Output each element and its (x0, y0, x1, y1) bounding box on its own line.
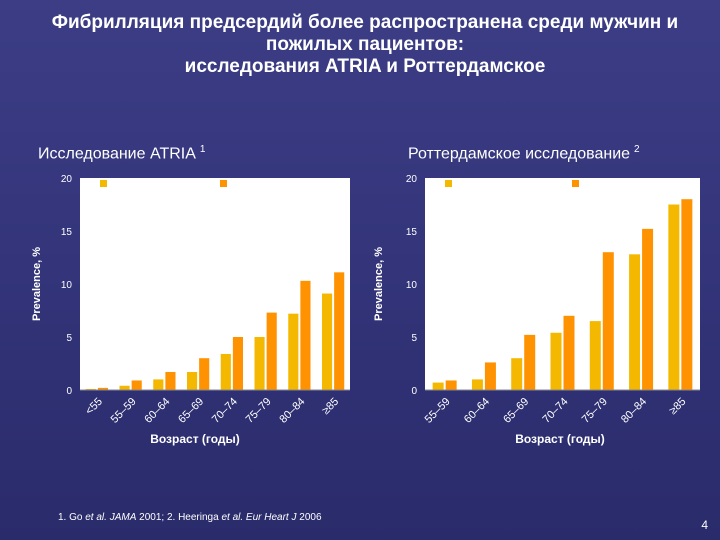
atria-women-bar (119, 385, 130, 390)
footnote-ref2-suffix: 2006 (296, 512, 322, 523)
atria-chart-title-ref: 1 (199, 144, 206, 155)
rotterdam-men-bar (563, 315, 575, 390)
rotterdam-plot-area (425, 178, 700, 390)
atria-legend-label-women: Женщины (n=7,795) (110, 179, 203, 190)
atria-men-bar (300, 280, 311, 390)
atria-men-bar (199, 358, 210, 390)
slide-title: Фибрилляция предсердий более распростран… (20, 12, 710, 78)
atria-y-tick-label: 15 (61, 227, 73, 238)
rotterdam-women-bar (511, 358, 523, 390)
rotterdam-women-bar (629, 254, 641, 390)
rotterdam-y-tick-label: 20 (406, 174, 418, 185)
rotterdam-x-axis-label: Возраст (годы) (515, 432, 605, 446)
rotterdam-women-bar (668, 204, 680, 390)
atria-y-axis-label: Prevalence, % (31, 247, 43, 321)
atria-chart-title: Исследование ATRIA 1 (38, 144, 205, 163)
footnote-ref1-suffix: 2001; 2. Heeringa (136, 512, 222, 523)
atria-y-tick-label: 10 (61, 280, 73, 291)
title-line-2: пожилых пациентов: (265, 34, 465, 55)
rotterdam-chart-title-ref: 2 (634, 144, 640, 155)
rotterdam-chart-title-text: Роттердамское исследование (408, 145, 631, 163)
atria-women-bar (288, 313, 299, 390)
atria-legend-swatch-men (220, 180, 227, 187)
rotterdam-men-bar (484, 362, 496, 390)
rotterdam-chart-title: Роттердамское исследование 2 (408, 144, 640, 163)
rotterdam-legend-swatch-men (572, 180, 579, 187)
rotterdam-men-bar (524, 334, 536, 390)
atria-x-tick-label: 55–59 (109, 396, 139, 426)
atria-men-bar (266, 312, 277, 390)
atria-men-bar (97, 387, 108, 390)
footnote: 1. Go et al. JAMA 2001; 2. Heeringa et a… (58, 512, 322, 523)
atria-y-tick-label: 20 (61, 174, 73, 185)
rotterdam-legend-swatch-women (445, 180, 452, 187)
rotterdam-y-axis-label: Prevalence, % (373, 247, 385, 321)
atria-legend-swatch-women (100, 180, 107, 187)
title-line-3: исследования ATRIA и Роттердамское (184, 56, 546, 77)
rotterdam-x-tick-label: 80–84 (619, 396, 649, 426)
rotterdam-y-tick-label: 15 (406, 227, 418, 238)
atria-women-bar (153, 379, 164, 390)
atria-women-bar (187, 371, 198, 390)
rotterdam-legend-label-men: Мужчины (n=2,590) (582, 179, 672, 190)
rotterdam-x-tick-label: 70–74 (541, 396, 571, 426)
rotterdam-x-tick-label: 75–79 (580, 396, 610, 426)
rotterdam-x-tick-label: 55–59 (423, 396, 453, 426)
rotterdam-women-bar (550, 332, 562, 390)
rotterdam-legend-label-women: Женщины (n=4,053) (455, 179, 548, 190)
atria-x-tick-label: 80–84 (277, 396, 307, 426)
rotterdam-y-tick-label: 5 (411, 333, 417, 344)
atria-legend-label-men: Мужчины (n=10,179) (230, 179, 325, 190)
rotterdam-women-bar (589, 321, 601, 390)
atria-women-bar (220, 353, 231, 390)
atria-x-tick-label: 60–64 (142, 396, 172, 426)
footnote-ref1-journal: JAMA (106, 512, 137, 523)
atria-x-tick-label: 75–79 (244, 396, 274, 426)
atria-y-tick-label: 0 (66, 386, 72, 397)
rotterdam-men-bar (445, 380, 457, 390)
rotterdam-women-bar (432, 382, 444, 390)
atria-men-bar (165, 371, 176, 390)
atria-y-tick-label: 5 (66, 333, 72, 344)
rotterdam-men-bar (642, 228, 654, 390)
atria-x-tick-label: 65–69 (176, 396, 206, 426)
footnote-ref2-etal: et al. (221, 512, 244, 523)
rotterdam-men-bar (602, 252, 614, 390)
page-number: 4 (701, 518, 708, 532)
atria-men-bar (334, 272, 345, 390)
title-line-1: Фибрилляция предсердий более распростран… (51, 12, 679, 33)
rotterdam-x-tick-label: 65–69 (501, 396, 531, 426)
atria-x-tick-label: ≥85 (320, 396, 341, 417)
rotterdam-y-tick-label: 10 (406, 280, 418, 291)
footnote-ref1-etal: et al. (85, 512, 107, 523)
rotterdam-y-tick-label: 0 (411, 386, 417, 397)
atria-x-tick-label: 70–74 (210, 396, 240, 426)
rotterdam-x-tick-label: 60–64 (462, 396, 492, 426)
atria-women-bar (254, 337, 265, 390)
rotterdam-x-tick-label: ≥85 (667, 396, 688, 417)
atria-women-bar (85, 388, 96, 390)
atria-chart-title-text: Исследование ATRIA (38, 145, 196, 163)
rotterdam-men-bar (681, 199, 693, 390)
atria-men-bar (131, 380, 142, 390)
footnote-ref2-journal: Eur Heart J (243, 512, 297, 523)
footnote-ref1-prefix: 1. Go (58, 512, 86, 523)
rotterdam-women-bar (471, 379, 483, 390)
rotterdam-chart: 0 5 10 15 20 Prevalence, % 55–59 60–64 65–69 70–7… (373, 174, 700, 446)
atria-men-bar (232, 337, 243, 390)
atria-women-bar (322, 293, 333, 390)
atria-x-axis-label: Возраст (годы) (150, 432, 240, 446)
atria-x-tick-label: <55 (83, 396, 105, 418)
